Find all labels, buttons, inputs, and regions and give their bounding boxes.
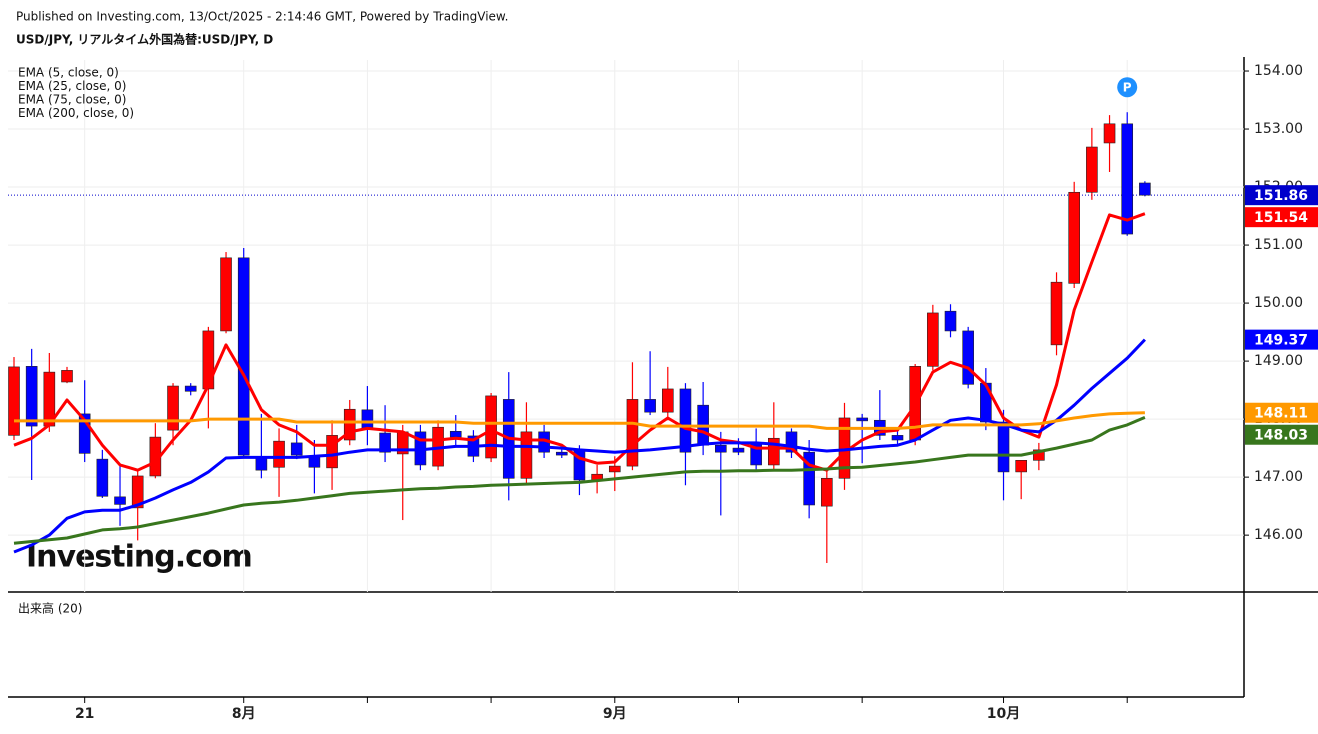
candle-body: [96, 458, 109, 497]
legend-entry: EMA (25, close, 0): [18, 79, 126, 93]
candle-body: [644, 399, 656, 413]
subtitle: Published on Investing.com, 13/Oct/2025 …: [16, 10, 508, 24]
legend-entry: EMA (5, close, 0): [18, 66, 119, 80]
candle-body: [184, 385, 197, 392]
candle-body: [1086, 146, 1098, 193]
candle-body: [608, 465, 621, 473]
candle-body: [1139, 182, 1151, 196]
volume-label: 出来高 (20): [18, 601, 82, 616]
candle-body: [1015, 460, 1027, 473]
candle-body: [237, 257, 250, 456]
value-box-label: 151.54: [1254, 210, 1308, 226]
y-tick-label: 146.00: [1254, 527, 1303, 543]
candle-body: [8, 366, 20, 436]
x-tick-label: 10月: [987, 706, 1020, 722]
candle-body: [997, 421, 1010, 473]
x-tick-label: 9月: [603, 706, 627, 722]
candle-body: [768, 437, 780, 466]
y-tick-label: 150.00: [1254, 295, 1303, 311]
candle-body: [78, 413, 91, 454]
candle-body: [679, 388, 692, 453]
candle-body: [361, 409, 374, 429]
y-tick-label: 154.00: [1254, 63, 1303, 79]
value-box: [1245, 207, 1318, 228]
candle-body: [714, 444, 727, 453]
candle-body: [1121, 123, 1134, 235]
value-box: [1245, 402, 1318, 423]
candle-body: [290, 442, 303, 456]
candle-body: [343, 408, 356, 441]
candle-body: [220, 257, 232, 332]
candle-body: [856, 417, 868, 422]
ema-line: [13, 338, 1146, 554]
chart-title: USD/JPY, リアルタイム外国為替:USD/JPY, D: [16, 32, 273, 47]
value-box: [1245, 424, 1318, 445]
candle-body: [626, 399, 639, 467]
candle-body: [25, 366, 38, 427]
ema-line: [13, 416, 1146, 545]
candle-body: [927, 312, 939, 367]
candle-body: [1050, 281, 1063, 346]
candle-body: [167, 385, 179, 431]
y-tick-label: 147.00: [1254, 469, 1303, 485]
y-tick-label: 153.00: [1254, 121, 1303, 137]
candle-body: [326, 435, 338, 469]
candle-body: [1033, 449, 1045, 461]
value-box-label: 148.11: [1254, 406, 1308, 422]
annotation-label: P: [1123, 81, 1132, 95]
legend-entry: EMA (75, close, 0): [18, 93, 126, 107]
candle-body: [944, 310, 957, 332]
annotation-marker: [1117, 77, 1138, 98]
ema-line: [14, 411, 1145, 430]
candle-body: [273, 440, 285, 468]
candle-body: [661, 388, 674, 413]
x-tick-label: 21: [75, 706, 94, 722]
value-box-label: 148.03: [1254, 428, 1308, 444]
candle-body: [379, 432, 391, 453]
candle-body: [803, 451, 815, 506]
candle-body: [485, 395, 497, 459]
candle-body: [520, 431, 533, 479]
value-box-label: 151.86: [1254, 188, 1308, 204]
candle-body: [962, 330, 974, 385]
candle-body: [821, 477, 833, 507]
candle-body: [449, 430, 462, 438]
candle-body: [1068, 191, 1080, 284]
candle-body: [61, 370, 73, 383]
y-tick-label: 149.00: [1254, 353, 1303, 369]
x-tick-label: 8月: [232, 706, 256, 722]
candle-body: [131, 475, 144, 509]
candle-body: [114, 496, 126, 505]
value-box-label: 149.37: [1254, 333, 1308, 349]
candle-body: [785, 431, 798, 453]
logo: Investing.com: [26, 540, 252, 575]
candle-body: [555, 451, 568, 456]
value-box: [1245, 329, 1318, 350]
candle-body: [891, 435, 904, 441]
value-box: [1245, 185, 1318, 206]
ema-line: [13, 212, 1146, 472]
candle-body: [255, 457, 268, 471]
candle-body: [1103, 123, 1116, 144]
legend-entry: EMA (200, close, 0): [18, 106, 134, 120]
candle-body: [732, 447, 745, 453]
y-tick-label: 151.00: [1254, 237, 1303, 253]
candle-body: [202, 330, 215, 390]
